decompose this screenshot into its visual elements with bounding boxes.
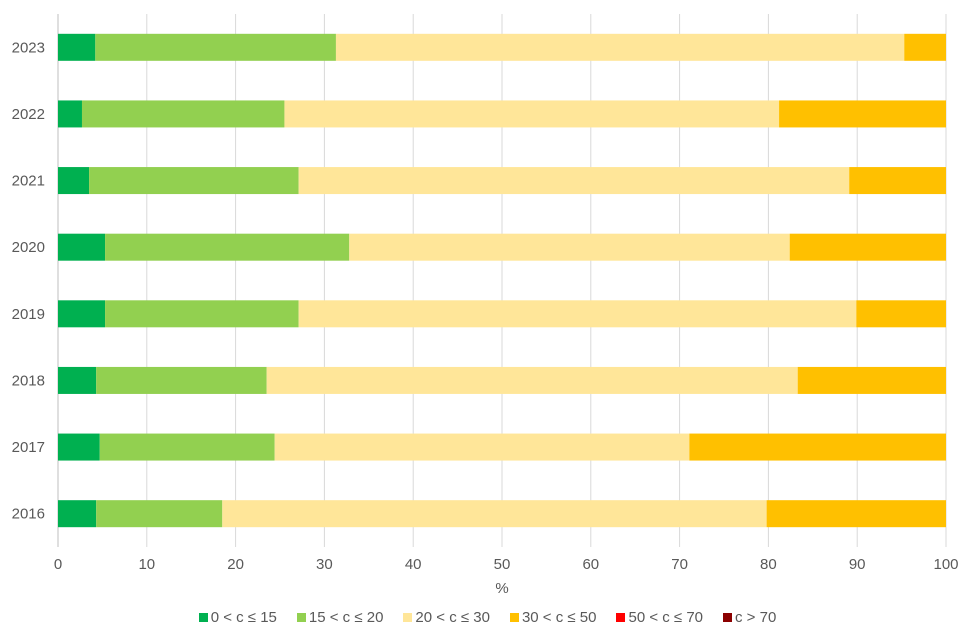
- legend-swatch: [509, 613, 519, 622]
- bar-segment: [689, 433, 946, 461]
- bar-segment: [96, 366, 267, 394]
- bar-segment: [58, 500, 97, 528]
- bar-segment: [58, 233, 106, 261]
- legend-swatch: [198, 613, 208, 622]
- x-tick-label: 70: [671, 556, 688, 573]
- y-tick-label: 2017: [12, 439, 45, 456]
- x-tick-label: 20: [227, 556, 244, 573]
- x-tick-label: 40: [405, 556, 422, 573]
- bar-segment: [266, 366, 798, 394]
- legend-swatch: [403, 613, 413, 622]
- bar-segment: [96, 500, 223, 528]
- bar-segment: [349, 233, 790, 261]
- bar-segment: [58, 167, 90, 195]
- x-tick-label: 10: [138, 556, 155, 573]
- legend-item: 0 < c ≤ 15: [198, 609, 277, 626]
- legend-swatch: [296, 613, 306, 622]
- bar-segment: [58, 433, 100, 461]
- legend-label: 20 < c ≤ 30: [415, 609, 490, 626]
- legend-item: c > 70: [723, 609, 776, 626]
- x-axis-label: %: [495, 580, 508, 597]
- bar-segment: [298, 300, 857, 328]
- x-tick-label: 0: [54, 556, 62, 573]
- y-tick-label: 2021: [12, 173, 45, 190]
- bar-segment: [849, 167, 946, 195]
- x-tick-label: 30: [316, 556, 333, 573]
- bar-segment: [58, 366, 97, 394]
- x-tick-label: 80: [760, 556, 777, 573]
- y-tick-label: 2020: [12, 239, 45, 256]
- bar-segment: [779, 100, 946, 128]
- y-tick-label: 2019: [12, 306, 45, 323]
- bar-segment: [58, 300, 106, 328]
- bar-segment: [58, 100, 82, 128]
- y-tick-label: 2018: [12, 372, 45, 389]
- x-tick-label: 60: [582, 556, 599, 573]
- x-tick-label: 90: [849, 556, 866, 573]
- bar-segment: [81, 100, 285, 128]
- legend: 0 < c ≤ 15 15 < c ≤ 20 20 < c ≤ 30 30 < c ≤…: [0, 609, 975, 626]
- bar-segment: [284, 100, 780, 128]
- legend-label: c > 70: [735, 609, 777, 626]
- y-tick-label: 2023: [12, 39, 45, 56]
- bar-segment: [105, 300, 299, 328]
- legend-label: 50 < c ≤ 70: [628, 609, 704, 626]
- legend-label: 0 < c ≤ 15: [210, 609, 277, 626]
- bar-segment: [222, 500, 767, 528]
- legend-item: 50 < c ≤ 70: [616, 609, 703, 626]
- bar-segment: [99, 433, 275, 461]
- x-tick-label: 50: [494, 556, 511, 573]
- legend-item: 30 < c ≤ 50: [509, 609, 597, 626]
- legend-item: 15 < c ≤ 20: [296, 609, 384, 626]
- bar-segment: [274, 433, 690, 461]
- y-tick-label: 2022: [12, 106, 45, 123]
- bar-segment: [95, 33, 336, 61]
- legend-swatch: [723, 613, 733, 622]
- x-tick-label: 100: [933, 556, 958, 573]
- bar-segment: [335, 33, 905, 61]
- bar-segment: [105, 233, 350, 261]
- y-tick-label: 2016: [12, 506, 45, 523]
- bar-segment: [58, 33, 96, 61]
- legend-swatch: [616, 613, 626, 622]
- bar-segment: [766, 500, 946, 528]
- bar-segment: [789, 233, 946, 261]
- bar-segment: [904, 33, 946, 61]
- legend-label: 30 < c ≤ 50: [521, 609, 597, 626]
- bar-segment: [298, 167, 850, 195]
- bar-segment: [856, 300, 946, 328]
- bar-segment: [89, 167, 299, 195]
- bar-segment: [797, 366, 946, 394]
- legend-item: 20 < c ≤ 30: [403, 609, 490, 626]
- legend-label: 15 < c ≤ 20: [308, 609, 384, 626]
